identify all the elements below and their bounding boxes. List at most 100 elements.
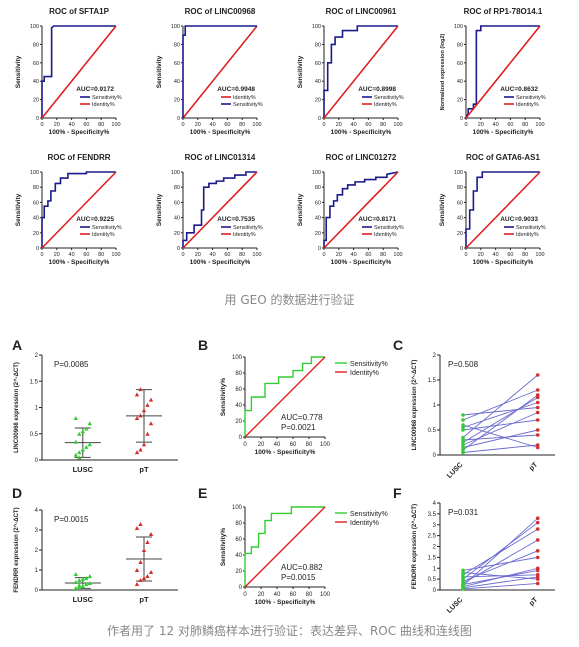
auc-label: AUC=0.9033 xyxy=(500,216,538,223)
y-tick-label: 80 xyxy=(457,185,463,191)
pt-point xyxy=(535,549,540,553)
x-tick-label: 100 xyxy=(535,122,544,128)
x-tick-label: 20 xyxy=(195,252,201,258)
y-tick-label: 100 xyxy=(30,24,39,30)
y-tick-label: 0 xyxy=(36,246,39,252)
geo-caption: 用 GEO 的数据进行验证 xyxy=(224,293,355,307)
data-point xyxy=(148,421,154,426)
pair-line xyxy=(462,429,538,448)
y-tick-label: 20 xyxy=(315,231,321,237)
pair-line xyxy=(462,389,538,421)
p-value-label: P=0.0021 xyxy=(281,423,316,432)
x-tick-label: 20 xyxy=(195,122,201,128)
y-tick-label: 40 xyxy=(457,216,463,222)
data-point xyxy=(84,576,89,580)
lusc-point xyxy=(461,450,465,455)
y-tick-label: 100 xyxy=(454,170,463,176)
series-line xyxy=(244,506,326,588)
data-point xyxy=(84,582,89,586)
data-point xyxy=(84,444,89,449)
auc-label: AUC=0.9948 xyxy=(217,86,255,93)
y-axis-label: Sensitivity xyxy=(297,193,304,226)
panel-letter: A xyxy=(12,337,22,353)
legend-label: Sensitivity% xyxy=(350,511,388,518)
data-point xyxy=(80,447,85,452)
data-point xyxy=(87,421,92,426)
data-point xyxy=(138,387,143,392)
series-line xyxy=(41,171,116,248)
y-tick-label: 2.5 xyxy=(428,534,437,540)
x-tick-label: 0 xyxy=(322,122,325,128)
x-tick-label: 0 xyxy=(181,122,184,128)
data-point xyxy=(134,392,140,397)
y-tick-label: 40 xyxy=(33,79,39,85)
legend-label: Sensitivity% xyxy=(233,225,263,231)
x-category-label: LUSC xyxy=(446,461,464,479)
dot-panel-A: 0 0.5 1 1.5 2 LINC00968 expression (2^-ΔCT) P=… xyxy=(14,353,178,474)
legend-label: Identity% xyxy=(350,520,379,527)
data-point xyxy=(73,452,78,457)
y-tick-label: 80 xyxy=(235,371,242,377)
y-tick-label: 40 xyxy=(315,216,321,222)
data-point xyxy=(73,439,78,444)
data-point xyxy=(138,413,143,418)
pt-point xyxy=(535,445,540,450)
lusc-point xyxy=(461,423,465,427)
x-tick-label: 20 xyxy=(336,252,342,258)
series-line xyxy=(323,25,399,119)
panel-title: ROC of SFTA1P xyxy=(49,7,110,16)
lusc-point xyxy=(461,568,465,573)
lusc-point xyxy=(461,435,465,440)
y-tick-label: 100 xyxy=(312,170,321,176)
y-axis-label: Sensitivity xyxy=(439,193,446,226)
y-tick-label: 20 xyxy=(33,98,39,104)
pair-line xyxy=(462,397,538,443)
lusc-point xyxy=(461,448,465,452)
x-tick-label: 0 xyxy=(464,252,467,258)
series-line xyxy=(465,171,540,248)
y-tick-label: 0.5 xyxy=(428,428,437,434)
x-tick-label: 40 xyxy=(69,252,75,258)
pt-point xyxy=(535,418,540,422)
x-category-label: pT xyxy=(528,596,540,608)
x-tick-label: 60 xyxy=(224,252,230,258)
pt-point xyxy=(535,568,540,573)
series-line xyxy=(323,171,399,248)
x-tick-label: 60 xyxy=(365,252,371,258)
data-point xyxy=(87,574,92,578)
y-tick-label: 80 xyxy=(33,185,39,191)
y-axis-label: Sensitivity xyxy=(297,55,304,88)
x-tick-label: 80 xyxy=(522,122,528,128)
legend-label: Identity% xyxy=(374,102,397,108)
data-point xyxy=(145,540,150,544)
legend-label: Identity% xyxy=(92,232,115,238)
series-line xyxy=(465,171,541,249)
data-point xyxy=(77,431,82,436)
x-axis-label: 100% - Specificity% xyxy=(473,129,534,136)
legend-label: Sensitivity% xyxy=(516,225,546,231)
data-point xyxy=(141,442,147,447)
y-tick-label: 0 xyxy=(239,435,243,441)
legend-label: Identity% xyxy=(374,232,397,238)
x-axis-label: 100% - Specificity% xyxy=(49,129,110,136)
auc-label: AUC=0.9225 xyxy=(76,216,114,223)
data-point xyxy=(87,581,92,585)
x-tick-label: 100 xyxy=(320,442,331,448)
y-tick-label: 0 xyxy=(433,453,437,459)
lusc-point xyxy=(461,418,465,422)
legend-label: Identity% xyxy=(233,232,256,238)
y-tick-label: 0 xyxy=(36,116,39,122)
x-tick-label: 0 xyxy=(243,442,247,448)
data-point xyxy=(134,416,140,420)
panel-title: ROC of GATA6-AS1 xyxy=(466,153,540,162)
series-line xyxy=(41,25,116,118)
pt-point xyxy=(535,443,540,447)
y-axis-label: FENDRR expression (2^-ΔCT) xyxy=(412,504,418,589)
y-tick-label: 0 xyxy=(35,458,39,464)
roc-panel: ROC of SFTA1P002020404060608080100100100… xyxy=(15,7,122,136)
panel-title: ROC of FENDRR xyxy=(47,153,110,162)
x-tick-label: 0 xyxy=(40,252,43,258)
y-tick-label: 60 xyxy=(33,61,39,67)
y-tick-label: 60 xyxy=(174,200,180,206)
pt-point xyxy=(535,395,540,400)
